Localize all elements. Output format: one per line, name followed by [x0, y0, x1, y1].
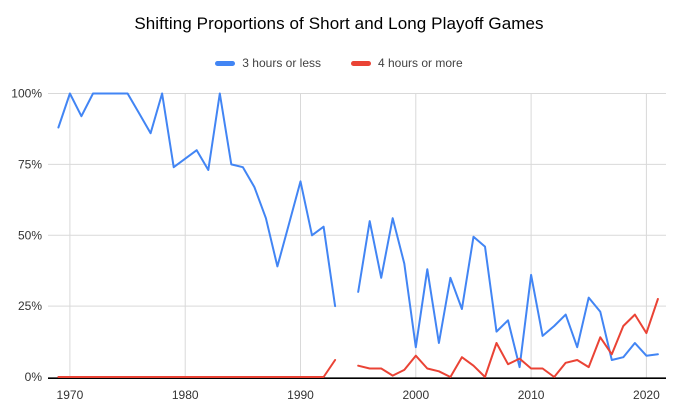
series-line-4-hours-or-more — [357, 298, 659, 378]
series-line-3-hours-or-less — [57, 92, 337, 308]
legend-label-4-hours-or-more: 4 hours or more — [378, 56, 463, 70]
legend-swatch-blue-icon — [215, 60, 236, 66]
legend-label-3-hours-or-less: 3 hours or less — [242, 56, 321, 70]
series-line-3-hours-or-less — [357, 217, 659, 369]
y-axis-tick-label: 50% — [18, 228, 42, 242]
legend-item-4-hours-or-more: 4 hours or more — [351, 56, 463, 70]
legend-swatch-red-icon — [351, 60, 371, 66]
legend: 3 hours or less 4 hours or more — [0, 56, 678, 70]
y-axis-tick-label: 75% — [18, 157, 42, 171]
x-axis-tick-label: 2010 — [518, 388, 545, 402]
series-line-4-hours-or-more — [57, 359, 337, 378]
x-axis-tick-label: 1990 — [287, 388, 314, 402]
x-axis-tick-label: 1980 — [172, 388, 199, 402]
chart-title: Shifting Proportions of Short and Long P… — [134, 14, 544, 33]
y-axis-tick-label: 0% — [25, 370, 43, 384]
x-axis-tick-label: 2000 — [402, 388, 429, 402]
y-axis-tick-label: 25% — [18, 299, 42, 313]
y-axis-tick-label: 100% — [11, 87, 42, 101]
x-axis-tick-label: 1970 — [57, 388, 84, 402]
x-axis-tick-label: 2020 — [633, 388, 660, 402]
legend-item-3-hours-or-less: 3 hours or less — [215, 56, 321, 70]
